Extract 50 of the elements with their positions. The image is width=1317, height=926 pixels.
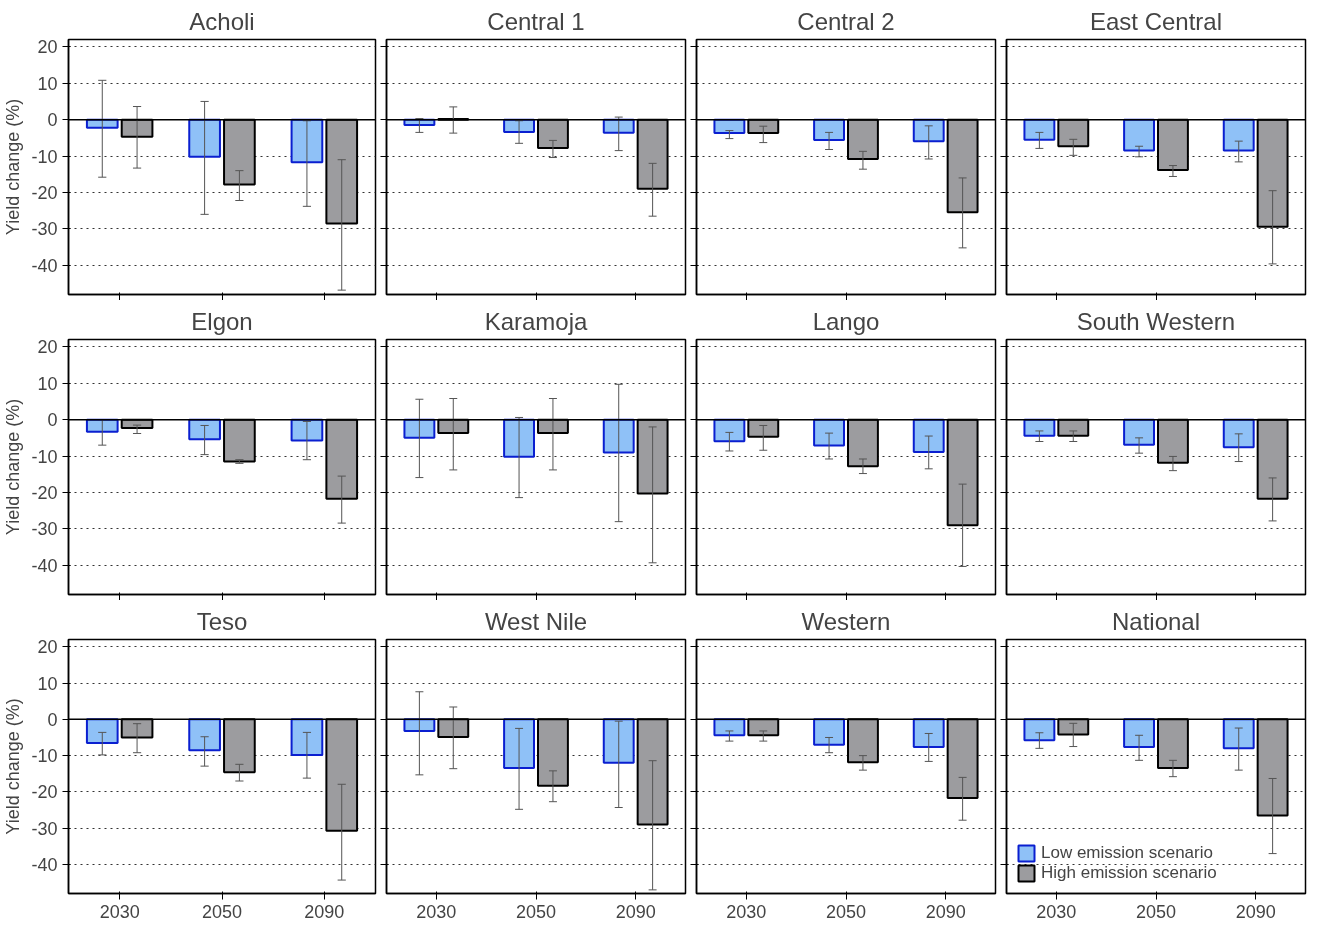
y-tick-label: -20 — [31, 483, 58, 503]
y-axis-title: Yield change (%) — [3, 98, 24, 236]
y-axis-title: Yield change (%) — [3, 398, 24, 536]
chart-title: Acholi — [189, 7, 255, 35]
y-tick-label: 20 — [37, 37, 58, 58]
x-tick-label: 2030 — [416, 901, 457, 922]
chart-title: East Central — [1089, 7, 1223, 35]
y-tick-label: -30 — [31, 219, 58, 240]
y-tick-label: 0 — [47, 709, 58, 730]
x-tick-label: 2090 — [304, 901, 345, 922]
y-tick-label: -30 — [31, 818, 58, 839]
y-tick-label: 10 — [37, 673, 58, 694]
x-tick-label: 2090 — [1235, 901, 1276, 922]
x-tick-label: 2030 — [1036, 901, 1077, 922]
y-tick-label: 0 — [47, 410, 58, 431]
x-tick-label: 2050 — [1135, 901, 1177, 922]
y-axis-title: Yield change (%) — [3, 698, 24, 835]
y-tick-label: -30 — [31, 519, 58, 540]
chart-title: National — [1111, 607, 1201, 635]
y-tick-label: -10 — [31, 746, 58, 767]
y-tick-label: -10 — [31, 446, 58, 467]
y-tick-label: -40 — [31, 854, 58, 875]
chart-title: South Western — [1076, 307, 1236, 335]
y-tick-label: -40 — [31, 255, 58, 276]
chart-title: Central 1 — [487, 7, 585, 35]
y-tick-label: -40 — [31, 555, 58, 576]
y-tick-label: 10 — [37, 73, 58, 94]
chart-title: Karamoja — [484, 307, 589, 335]
y-tick-label: -10 — [31, 146, 58, 167]
y-tick-label: 0 — [47, 110, 58, 131]
x-tick-label: 2050 — [825, 901, 867, 922]
chart-title: Central 2 — [797, 7, 895, 35]
y-tick-label: 20 — [37, 637, 58, 658]
x-tick-label: 2050 — [201, 901, 243, 922]
chart-title: Teso — [196, 607, 248, 635]
y-tick-label: 20 — [37, 337, 58, 358]
chart-title: Lango — [812, 307, 880, 335]
legend-label: High emission scenario — [1041, 863, 1217, 883]
y-tick-label: 10 — [37, 373, 58, 394]
chart-title: Elgon — [191, 307, 253, 335]
x-tick-label: 2030 — [726, 901, 767, 922]
legend-label: Low emission scenario — [1041, 843, 1213, 863]
y-tick-label: -20 — [31, 782, 58, 803]
chart-title: West Nile — [484, 607, 588, 635]
x-tick-label: 2090 — [615, 901, 656, 922]
chart-title: Western — [801, 607, 891, 635]
y-tick-label: -20 — [31, 183, 58, 203]
x-tick-label: 2030 — [99, 901, 140, 922]
x-tick-label: 2050 — [515, 901, 557, 922]
x-tick-label: 2090 — [925, 901, 966, 922]
